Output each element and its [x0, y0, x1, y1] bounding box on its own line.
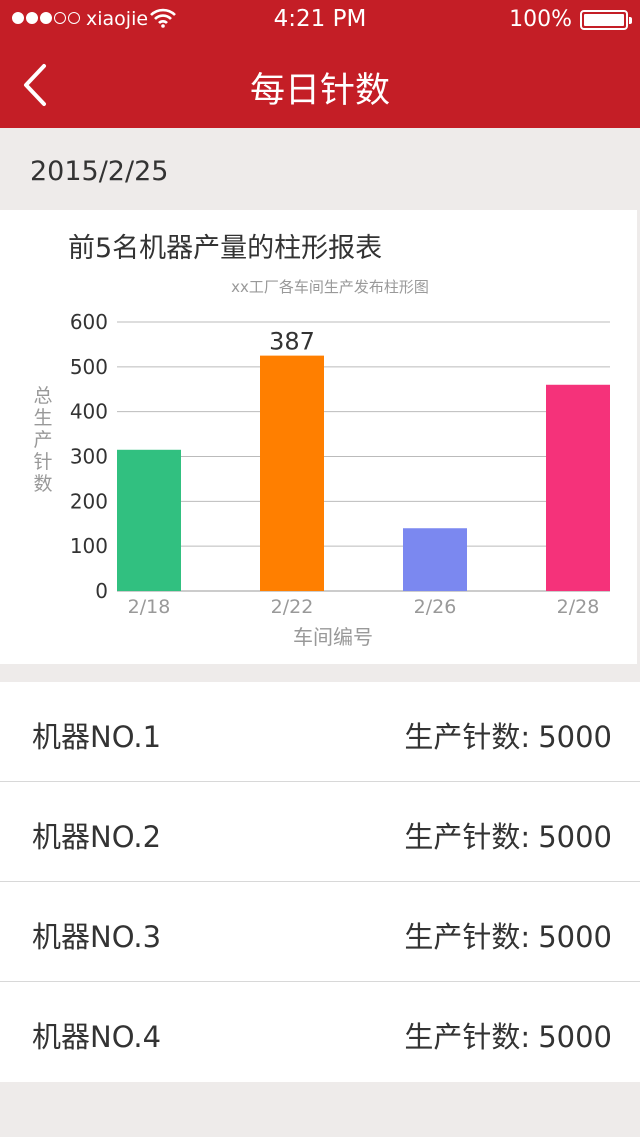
- y-axis-label: 针: [33, 451, 52, 473]
- machine-name: 机器NO.3: [32, 920, 162, 954]
- bar: [117, 449, 181, 591]
- y-axis-label: 生: [33, 407, 52, 429]
- machine-stitch-count: 生产针数: 5000: [404, 714, 612, 756]
- machine-stitch-count: 生产针数: 5000: [404, 1014, 612, 1056]
- stitch-count-label: 生产针数:: [404, 820, 531, 854]
- status-time: 4:21 PM: [273, 6, 367, 32]
- x-tick-label: 2/28: [557, 596, 600, 618]
- bar: [546, 384, 610, 591]
- y-tick-label: 0: [95, 579, 108, 603]
- y-tick-label: 600: [70, 310, 108, 334]
- x-tick-label: 2/26: [414, 596, 457, 618]
- machine-stitch-count: 生产针数: 5000: [404, 814, 612, 856]
- machine-name: 机器NO.4: [32, 1020, 162, 1054]
- bar-chart: 前5名机器产量的柱形报表 xx工厂各车间生产发布柱形图 600 500 400 300 20…: [33, 233, 610, 649]
- machine-name: 机器NO.2: [32, 820, 162, 854]
- bar: [403, 528, 467, 591]
- data-label: 387: [269, 328, 315, 356]
- list-item[interactable]: 机器NO.3 生产针数: 5000: [0, 882, 640, 982]
- battery-percentage: 100%: [509, 7, 572, 32]
- chevron-left-icon[interactable]: [16, 60, 56, 110]
- chart-title: 前5名机器产量的柱形报表: [68, 233, 382, 264]
- list-item[interactable]: 机器NO.1 生产针数: 5000: [0, 682, 640, 782]
- machine-list: 机器NO.1 生产针数: 5000 机器NO.2 生产针数: 5000 机器NO.3…: [0, 682, 640, 1082]
- x-axis-label: 车间编号: [293, 625, 373, 649]
- y-axis-label: 数: [33, 473, 52, 495]
- battery-icon: [580, 10, 632, 30]
- list-item[interactable]: 机器NO.2 生产针数: 5000: [0, 782, 640, 882]
- selected-date: 2015/2/25: [30, 156, 169, 187]
- signal-strength-icon: [12, 12, 80, 24]
- status-bar: xiaojie 4:21 PM 100%: [0, 0, 640, 40]
- y-axis-label: 产: [33, 429, 52, 451]
- list-item[interactable]: 机器NO.4 生产针数: 5000: [0, 982, 640, 1082]
- stitch-count-value: 5000: [538, 1020, 612, 1054]
- chart-card: 前5名机器产量的柱形报表 xx工厂各车间生产发布柱形图 600 500 400 300 20…: [0, 210, 637, 664]
- stitch-count-label: 生产针数:: [404, 1020, 531, 1054]
- chart-subtitle: xx工厂各车间生产发布柱形图: [231, 278, 429, 296]
- x-tick-label: 2/22: [271, 596, 314, 618]
- stitch-count-label: 生产针数:: [404, 720, 531, 754]
- y-axis-label: 总: [33, 385, 52, 407]
- y-tick-label: 400: [70, 400, 108, 424]
- y-tick-label: 100: [70, 534, 108, 558]
- carrier-name: xiaojie: [86, 8, 149, 30]
- machine-name: 机器NO.1: [32, 720, 162, 754]
- date-row: 2015/2/25: [0, 128, 640, 210]
- stitch-count-value: 5000: [538, 820, 612, 854]
- wifi-icon: [150, 8, 176, 28]
- app-header: xiaojie 4:21 PM 100% 每日针数: [0, 0, 640, 128]
- page-title: 每日针数: [249, 71, 390, 111]
- stitch-count-label: 生产针数:: [404, 920, 531, 954]
- y-tick-label: 500: [70, 355, 108, 379]
- y-tick-label: 300: [70, 445, 108, 469]
- machine-stitch-count: 生产针数: 5000: [404, 914, 612, 956]
- bar: [260, 355, 324, 591]
- stitch-count-value: 5000: [538, 720, 612, 754]
- x-tick-label: 2/18: [128, 596, 171, 618]
- y-tick-label: 200: [70, 489, 108, 513]
- stitch-count-value: 5000: [538, 920, 612, 954]
